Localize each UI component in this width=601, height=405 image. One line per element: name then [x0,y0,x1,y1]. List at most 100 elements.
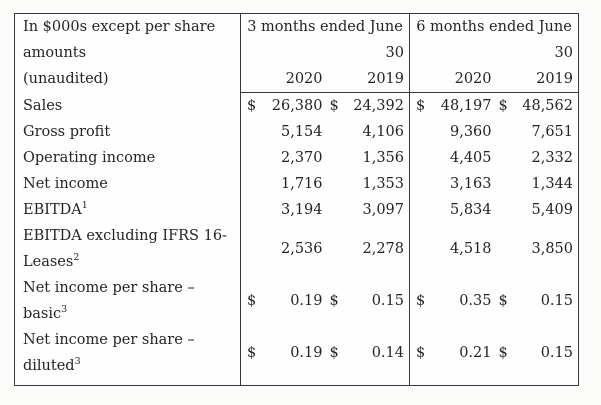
value-cell: 3,850 [531,241,573,257]
year-header: 2019 [492,66,579,93]
dollar-sign-cell [409,171,430,197]
dollar-sign-cell [409,197,430,223]
dollar-sign-cell [409,119,430,145]
value-cell: 2,370 [280,150,323,166]
period-header-line: 30 [554,45,573,61]
dollar-sign-cell [324,171,352,197]
value-cell: 4,405 [449,150,492,166]
dollar-sign-cell [240,119,261,145]
period-header-line: 30 [385,45,404,61]
dollar-sign-cell: $ [498,98,508,114]
footnote-ref: 3 [74,356,81,368]
value-cell: 24,392 [353,98,404,114]
dollar-sign-cell: $ [498,345,508,361]
value-cell: 2,536 [280,241,323,257]
dollar-sign-cell [240,171,261,197]
value-cell: 2,278 [362,241,404,257]
table-title-line: (unaudited) [23,71,109,87]
value-cell: 5,834 [449,202,492,218]
dollar-sign-cell [324,197,352,223]
dollar-sign-cell [493,171,521,197]
header-period-row: In $000s except per share amounts (unaud… [15,13,579,87]
value-cell: 3,194 [280,202,323,218]
row-label: Net income per share – basic3 [23,280,195,322]
value-cell: 3,163 [449,176,492,192]
value-cell: 48,197 [440,98,492,114]
period-header-3-months: 3 months ended June 30 [240,13,410,66]
table-row-operating-income: Operating income 2,370 1,356 4,405 2,332 [15,145,579,171]
row-label: Sales [23,97,63,114]
dollar-sign-cell: $ [409,327,430,386]
period-header-6-months: 6 months ended June 30 [409,13,579,66]
table-row-ebitda-excluding-ifrs16: EBITDA excluding IFRS 16- Leases2 2,536 … [15,223,579,275]
row-label: Net income [23,176,108,192]
dollar-sign-cell [493,119,521,145]
table-row-sales: Sales $ 26,380 $ 24,392 $ 48,197 $ 48,56… [15,92,579,119]
value-cell: 9,360 [449,124,492,140]
dollar-sign-cell: $ [409,92,430,119]
dollar-sign-cell: $ [240,327,261,386]
value-cell: 0.15 [371,293,404,309]
period-header-line: 6 months ended June [416,19,572,35]
dollar-sign-cell: $ [240,92,261,119]
year-header: 2020 [240,66,324,93]
table-title-line: amounts [23,45,87,61]
value-cell: 0.21 [459,345,492,361]
value-cell: 1,716 [280,176,323,192]
value-cell: 26,380 [271,98,323,114]
row-label: Net income per share – diluted3 [23,332,195,374]
dollar-sign-cell [409,145,430,171]
dollar-sign-cell: $ [329,345,339,361]
year-header: 2020 [409,66,493,93]
dollar-sign-cell: $ [498,293,508,309]
value-cell: 1,353 [362,176,404,192]
table-title: In $000s except per share amounts (unaud… [15,14,241,93]
footnote-ref: 3 [61,304,68,316]
dollar-sign-cell: $ [329,293,339,309]
footnote-ref: 1 [81,200,88,212]
row-label: EBITDA excluding IFRS 16- Leases2 [23,228,227,270]
value-cell: 0.14 [371,345,404,361]
year-header: 2019 [323,66,410,93]
value-cell: 0.15 [540,345,573,361]
value-cell: 5,409 [531,202,573,218]
row-label: EBITDA1 [23,200,88,218]
dollar-sign-cell [493,197,521,223]
value-cell: 0.35 [459,293,492,309]
table-row-net-income: Net income 1,716 1,353 3,163 1,344 [15,171,579,197]
table-row-eps-diluted: Net income per share – diluted3 $ 0.19 $… [15,327,579,386]
footnote-ref: 2 [73,252,80,264]
value-cell: 4,518 [449,241,492,257]
row-label: Gross profit [23,124,111,140]
value-cell: 7,651 [531,124,573,140]
dollar-sign-cell [493,145,521,171]
header-years-row: 2020 2019 2020 2019 [15,66,579,93]
value-cell: 0.19 [290,345,323,361]
period-header-line: 3 months ended June [247,19,403,35]
value-cell: 2,332 [531,150,573,166]
value-cell: 48,562 [522,98,573,114]
table-header: In $000s except per share amounts (unaud… [15,13,579,93]
table-title-line: In $000s except per share [23,19,216,35]
value-cell: 3,097 [362,202,404,218]
dollar-sign-cell: $ [240,275,261,327]
table-body: Sales $ 26,380 $ 24,392 $ 48,197 $ 48,56… [15,92,579,386]
dollar-sign-cell [324,145,352,171]
value-cell: 1,356 [362,150,404,166]
value-cell: 0.15 [540,293,573,309]
table-row-eps-basic: Net income per share – basic3 $ 0.19 $ 0… [15,275,579,327]
dollar-sign-cell [240,223,261,275]
value-cell: 0.19 [290,293,323,309]
value-cell: 5,154 [280,124,323,140]
dollar-sign-cell: $ [329,98,339,114]
value-cell: 1,344 [531,176,573,192]
row-label: Operating income [23,150,156,166]
dollar-sign-cell [324,119,352,145]
dollar-sign-cell [240,197,261,223]
dollar-sign-cell [409,223,430,275]
table-row-ebitda: EBITDA1 3,194 3,097 5,834 5,409 [15,197,579,223]
dollar-sign-cell [324,223,352,275]
dollar-sign-cell [240,145,261,171]
dollar-sign-cell: $ [409,275,430,327]
value-cell: 4,106 [362,124,404,140]
